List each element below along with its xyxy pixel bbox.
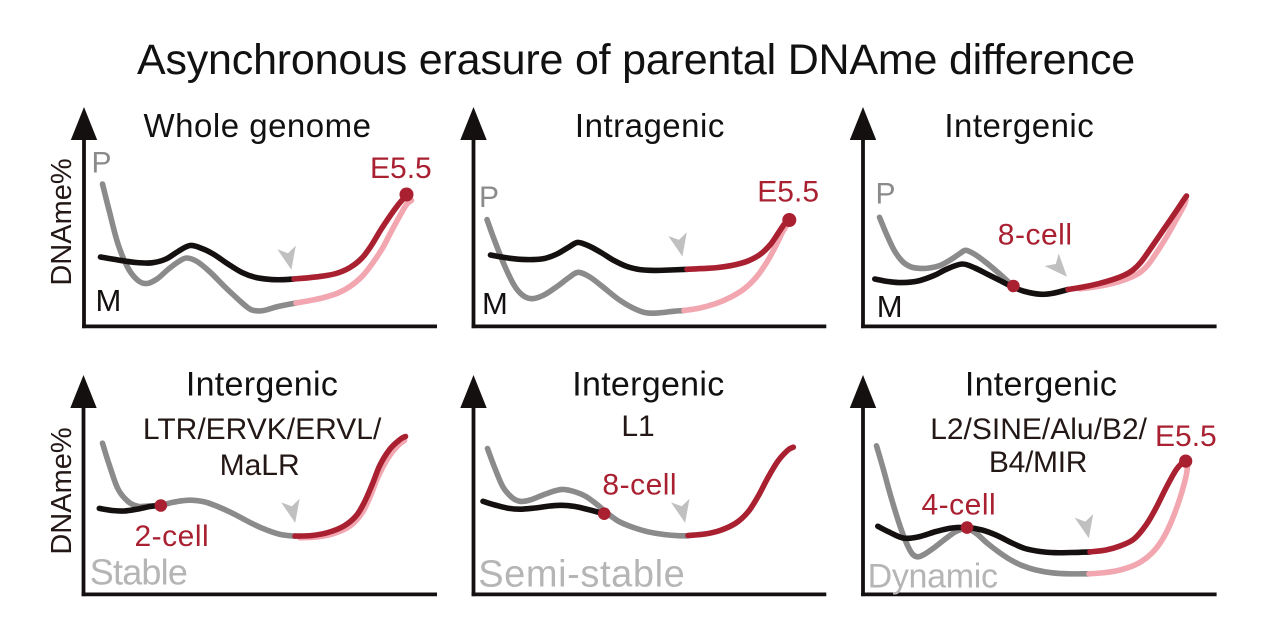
svg-text:2-cell: 2-cell xyxy=(135,520,210,553)
svg-text:Whole genome: Whole genome xyxy=(144,107,372,144)
svg-text:Intergenic: Intergenic xyxy=(572,366,724,404)
svg-text:E5.5: E5.5 xyxy=(1155,420,1217,453)
svg-text:Intragenic: Intragenic xyxy=(575,107,725,144)
svg-text:Asynchronous erasure of parent: Asynchronous erasure of parental DNAme d… xyxy=(137,36,1135,84)
svg-text:B4/MIR: B4/MIR xyxy=(989,446,1087,479)
svg-text:DNAme%: DNAme% xyxy=(46,158,78,285)
svg-text:M: M xyxy=(877,289,903,324)
svg-text:M: M xyxy=(482,286,508,321)
svg-text:Intergenic: Intergenic xyxy=(186,366,338,404)
svg-text:E5.5: E5.5 xyxy=(370,152,432,185)
svg-text:4-cell: 4-cell xyxy=(922,489,997,522)
svg-text:P: P xyxy=(876,177,896,210)
svg-text:DNAme%: DNAme% xyxy=(46,427,78,554)
svg-text:M: M xyxy=(96,283,122,318)
svg-text:P: P xyxy=(92,147,112,180)
svg-text:Intergenic: Intergenic xyxy=(944,107,1094,144)
svg-text:Stable: Stable xyxy=(90,552,187,593)
svg-text:Semi-stable: Semi-stable xyxy=(478,553,685,595)
svg-text:L2/SINE/Alu/B2/: L2/SINE/Alu/B2/ xyxy=(930,413,1147,446)
svg-text:L1: L1 xyxy=(621,410,654,443)
svg-text:MaLR: MaLR xyxy=(220,449,300,482)
svg-text:LTR/ERVK/ERVL/: LTR/ERVK/ERVL/ xyxy=(143,413,382,446)
svg-text:8-cell: 8-cell xyxy=(602,469,677,502)
svg-text:P: P xyxy=(479,181,499,214)
svg-text:E5.5: E5.5 xyxy=(757,176,819,209)
svg-text:Dynamic: Dynamic xyxy=(868,558,998,596)
svg-text:Intergenic: Intergenic xyxy=(965,366,1117,404)
svg-text:8-cell: 8-cell xyxy=(998,219,1073,252)
